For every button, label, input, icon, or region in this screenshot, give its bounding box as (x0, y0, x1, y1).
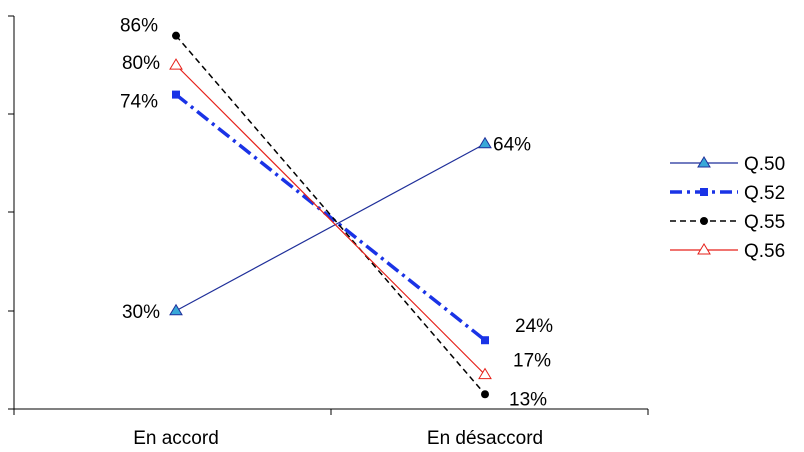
legend: Q.50 Q.52 Q.55 Q.56 (670, 154, 785, 262)
data-label: 64% (493, 135, 531, 156)
series-line (175, 143, 486, 312)
series-line (174, 93, 487, 342)
x-tick-label: En désaccord (427, 428, 543, 449)
data-label: 74% (120, 92, 158, 113)
series-layer: 30% 64% 74% 24% 86% 13% 80% 17% (120, 16, 553, 411)
data-point (481, 390, 489, 399)
data-label: 13% (509, 389, 547, 410)
data-label: 80% (122, 53, 160, 74)
series-Q56: 80% 17% (122, 53, 551, 380)
x-tick-label: En accord (133, 428, 219, 449)
legend-marker (697, 243, 711, 255)
legend-item: Q.56 (670, 241, 785, 262)
data-point (172, 31, 180, 40)
legend-marker (697, 156, 711, 168)
data-point (478, 136, 492, 149)
y-axis (8, 15, 15, 410)
data-point (478, 367, 492, 380)
legend-marker (700, 188, 708, 196)
data-point (169, 303, 183, 316)
legend-item: Q.50 (670, 154, 785, 175)
series-Q50: 30% 64% (122, 135, 531, 323)
legend-marker (700, 217, 708, 225)
legend-item: Q.52 (670, 183, 785, 204)
series-Q55: 86% 13% (120, 16, 547, 411)
x-axis (13, 408, 649, 415)
data-label: 24% (515, 316, 553, 337)
data-point (481, 336, 489, 345)
data-label: 17% (513, 351, 551, 372)
series-line (175, 35, 486, 395)
legend-label: Q.56 (744, 241, 785, 262)
x-tick-labels: En accord En désaccord (133, 428, 543, 449)
data-point (169, 58, 183, 70)
data-label: 86% (120, 16, 158, 37)
legend-label: Q.52 (744, 183, 785, 204)
data-point (172, 90, 180, 99)
data-label: 30% (122, 302, 160, 323)
legend-label: Q.55 (744, 212, 785, 233)
series-Q52: 74% 24% (120, 90, 553, 345)
legend-label: Q.50 (744, 154, 785, 175)
series-line (175, 64, 486, 376)
legend-item: Q.55 (670, 212, 785, 233)
